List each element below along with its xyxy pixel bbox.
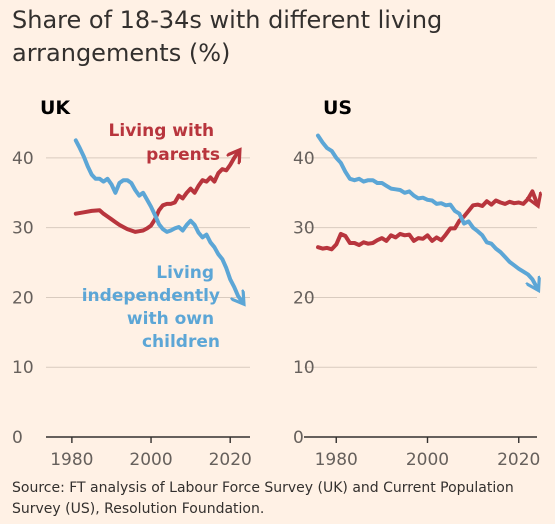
uk-lines	[73, 138, 242, 301]
annotation-line: children	[142, 332, 220, 352]
source-note: Source: FT analysis of Labour Force Surv…	[12, 480, 514, 517]
us-panel: US 0 10 20 30 40 1980 2000 2020	[293, 97, 540, 470]
us-lines	[316, 133, 537, 288]
uk-x-tick-label: 1980	[50, 450, 93, 470]
uk-y-tick-label: 10	[12, 358, 34, 378]
uk-panel-title: UK	[40, 97, 71, 119]
uk-x-tick-label: 2020	[209, 450, 252, 470]
uk-annotation-living-independently: Living independently	[82, 263, 220, 306]
us-y-tick-label: 10	[293, 358, 315, 378]
us-y-tick-label: 40	[293, 149, 315, 169]
uk-annotation-living-independently-cont: with own children	[127, 309, 220, 352]
us-x-tick-label: 1980	[315, 450, 358, 470]
uk-y-axis: 0 10 20 30 40	[12, 149, 250, 448]
uk-annotation-living-with-parents: Living with parents	[109, 121, 220, 165]
us-panel-title: US	[323, 97, 352, 119]
us-y-tick-label: 30	[293, 219, 315, 239]
us-x-tick-label: 2020	[497, 450, 540, 470]
uk-series-line-living-independently	[73, 138, 242, 301]
us-series-line-living-independently	[316, 133, 537, 288]
us-x-axis: 1980 2000 2020	[315, 437, 540, 470]
uk-panel: UK 0 10 20 30 40 1980 2000 2020 Living with pa…	[12, 97, 252, 470]
uk-series-line-living-with-parents	[73, 152, 238, 234]
annotation-line: independently	[82, 286, 220, 306]
annotation-line: parents	[146, 145, 220, 165]
uk-y-tick-label: 40	[12, 149, 34, 169]
us-series-line-living-with-parents	[316, 189, 537, 252]
uk-y-tick-label: 20	[12, 288, 34, 308]
annotation-line: Living	[156, 263, 214, 283]
annotation-line: with own	[127, 309, 214, 329]
uk-x-axis: 1980 2000 2020	[50, 437, 252, 470]
chart-title: Share of 18-34s with different living ar…	[12, 6, 443, 67]
us-y-axis: 0 10 20 30 40	[293, 149, 537, 448]
uk-y-tick-label: 30	[12, 219, 34, 239]
us-y-tick-label: 0	[293, 428, 304, 448]
us-y-tick-label: 20	[293, 288, 315, 308]
us-x-tick-label: 2000	[406, 450, 449, 470]
uk-x-tick-label: 2000	[129, 450, 172, 470]
uk-y-tick-label: 0	[12, 428, 23, 448]
annotation-line: Living with	[109, 121, 215, 141]
